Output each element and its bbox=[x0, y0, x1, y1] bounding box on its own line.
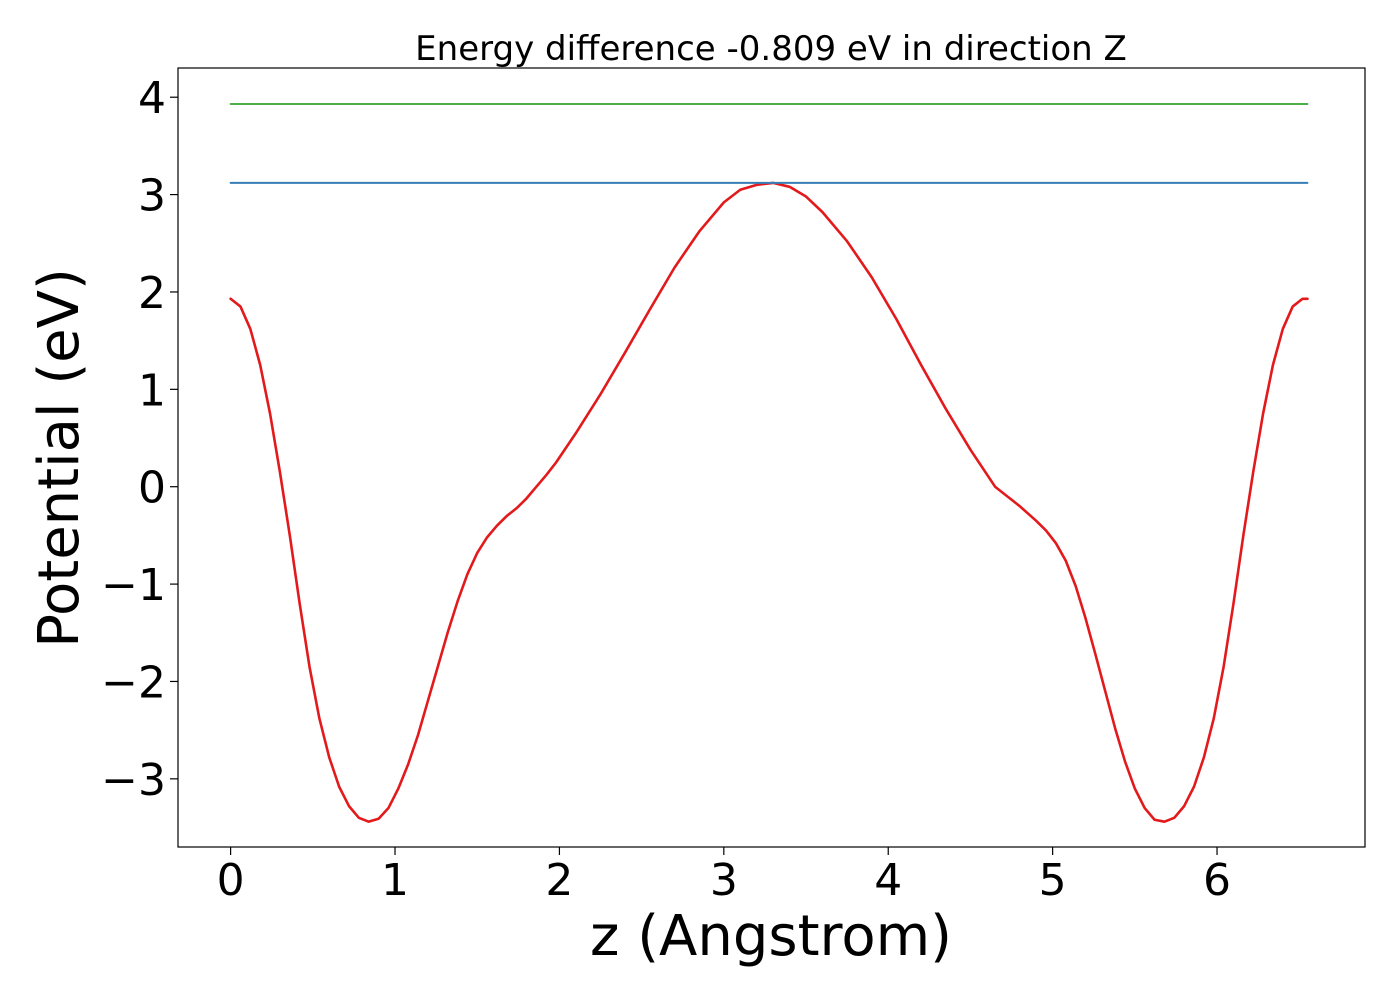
y-axis-ticks: −3 −2 −1 0 1 2 3 4 bbox=[101, 73, 178, 806]
series-layer bbox=[229, 103, 1309, 823]
y-tick-label: 2 bbox=[138, 268, 166, 319]
chart-title: Energy difference -0.809 eV in direction… bbox=[415, 29, 1127, 69]
x-axis-title: z (Angstrom) bbox=[590, 904, 952, 969]
x-axis-ticks: 0 1 2 3 4 5 6 bbox=[217, 847, 1231, 906]
y-tick-label: 1 bbox=[138, 365, 166, 416]
y-tick-label: 4 bbox=[138, 73, 166, 124]
x-tick-label: 1 bbox=[381, 855, 409, 906]
y-tick-label: 0 bbox=[138, 463, 166, 514]
plot-area-frame bbox=[177, 67, 1366, 848]
y-tick-label: −1 bbox=[101, 560, 166, 611]
y-tick-label: −3 bbox=[101, 755, 166, 806]
x-tick-label: 4 bbox=[874, 855, 902, 906]
x-tick-label: 0 bbox=[217, 855, 245, 906]
y-axis-title: Potential (eV) bbox=[27, 268, 92, 648]
potential-curve-line bbox=[229, 181, 1309, 823]
x-tick-label: 3 bbox=[710, 855, 738, 906]
y-tick-label: 3 bbox=[138, 171, 166, 222]
x-tick-label: 2 bbox=[545, 855, 573, 906]
y-tick-label: −2 bbox=[101, 657, 166, 708]
x-tick-label: 5 bbox=[1039, 855, 1067, 906]
x-tick-label: 6 bbox=[1203, 855, 1231, 906]
